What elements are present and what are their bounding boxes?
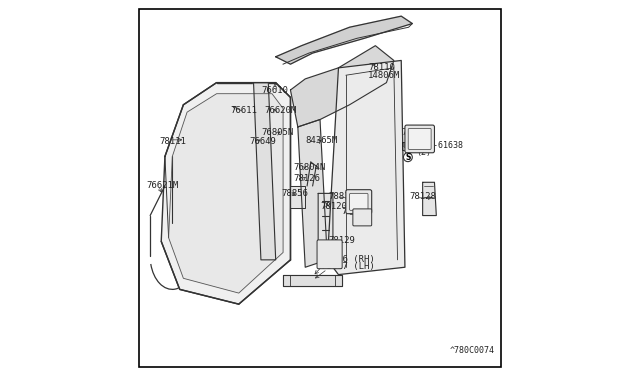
Text: 78116 (RH): 78116 (RH) (321, 254, 374, 264)
Polygon shape (298, 119, 328, 267)
Polygon shape (328, 61, 405, 275)
Polygon shape (168, 94, 283, 293)
Text: 76620M: 76620M (264, 106, 296, 115)
Text: 76610: 76610 (261, 86, 288, 95)
Text: 78856: 78856 (281, 189, 308, 198)
Text: ©08363-61638: ©08363-61638 (403, 141, 463, 150)
Text: 78126: 78126 (293, 174, 320, 183)
Text: Ⓢ: Ⓢ (402, 140, 408, 150)
Text: 76611: 76611 (230, 106, 257, 115)
Text: 76621M: 76621M (147, 182, 179, 190)
Polygon shape (422, 182, 436, 215)
Text: 78810: 78810 (401, 128, 428, 137)
Text: 76805N: 76805N (261, 128, 293, 137)
FancyBboxPatch shape (349, 193, 368, 211)
Text: S: S (405, 153, 411, 162)
FancyBboxPatch shape (408, 128, 431, 150)
Text: 78120: 78120 (321, 202, 348, 211)
Text: 78111: 78111 (159, 137, 186, 146)
Text: 78810F: 78810F (328, 192, 360, 201)
Circle shape (403, 153, 412, 161)
Text: 14806M: 14806M (368, 71, 400, 80)
Polygon shape (283, 275, 342, 286)
Polygon shape (291, 46, 394, 127)
Polygon shape (318, 193, 333, 253)
Text: 78110: 78110 (368, 63, 395, 72)
Text: 84365M: 84365M (305, 137, 337, 145)
Text: 76648: 76648 (341, 206, 368, 216)
Polygon shape (276, 16, 412, 64)
Polygon shape (291, 186, 305, 208)
Polygon shape (161, 83, 291, 304)
Text: 78128: 78128 (410, 192, 436, 201)
Text: 76649: 76649 (249, 137, 276, 146)
FancyBboxPatch shape (317, 240, 342, 269)
Text: 78117 (LH): 78117 (LH) (321, 262, 374, 271)
Polygon shape (253, 83, 276, 260)
Text: 78129: 78129 (328, 236, 355, 245)
FancyBboxPatch shape (405, 125, 435, 153)
Text: (2): (2) (417, 148, 432, 157)
Text: ^780C0074: ^780C0074 (450, 346, 495, 355)
FancyBboxPatch shape (353, 209, 372, 226)
Text: 76804N: 76804N (293, 163, 326, 172)
FancyBboxPatch shape (346, 190, 372, 214)
